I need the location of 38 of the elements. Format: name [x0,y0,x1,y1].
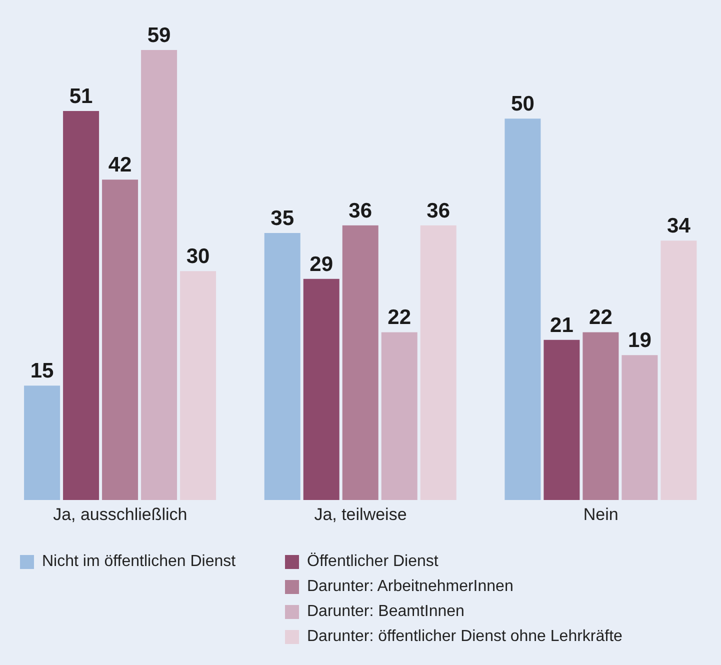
legend-label: Darunter: öffentlicher Dienst ohne Lehrkräfte [307,628,622,646]
x-tick-label: Ja, ausschließlich [53,505,188,524]
bar [504,118,541,500]
bar [63,111,100,500]
data-label: 15 [30,360,54,383]
bar [582,332,619,500]
bar [420,225,456,500]
data-label: 22 [589,306,612,330]
data-label: 36 [426,199,450,222]
data-label: 51 [69,85,94,108]
legend-label: Darunter: ArbeitnehmerInnen [307,578,514,596]
data-label: 35 [270,207,294,230]
data-label: 30 [186,245,210,268]
bar [660,240,697,500]
bar [264,233,300,500]
data-label: 21 [550,314,574,337]
legend-label: Öffentlicher Dienst [307,553,438,571]
bar [622,355,658,500]
x-tick-label: Ja, teilweise [314,505,407,524]
data-label: 34 [667,214,691,238]
data-label: 29 [310,252,334,276]
bar [102,180,138,500]
bar [381,332,418,500]
bar [342,225,378,500]
bar [544,340,580,500]
data-label: 36 [348,199,372,222]
data-label: 50 [511,92,534,116]
legend-label: Darunter: BeamtInnen [307,603,464,621]
bar [24,386,60,500]
data-label: 19 [628,329,652,352]
bar [303,278,340,500]
bar [141,50,178,500]
legend-label: Nicht im öffentlichen Dienst [42,553,236,571]
data-label: 22 [388,306,412,330]
data-label: 42 [108,154,132,177]
x-tick-label: Nein [583,505,618,524]
data-label: 59 [147,24,171,47]
bar [180,271,216,500]
